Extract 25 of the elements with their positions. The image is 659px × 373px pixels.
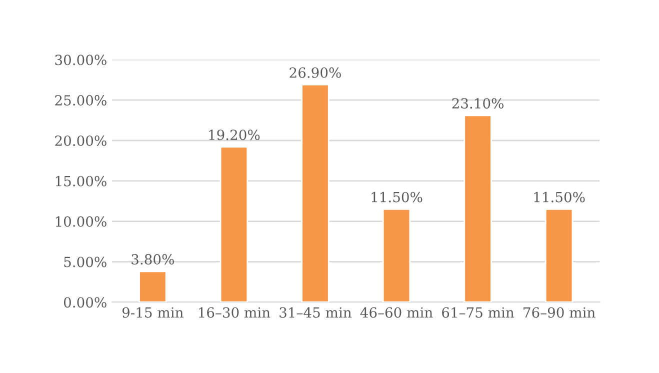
bar [464,114,492,302]
y-tick-label: 10.00% [56,216,106,227]
data-label: 3.80% [132,254,174,265]
x-tick-label: 31–45 min [280,307,352,318]
data-label: 19.20% [209,130,260,140]
y-tick-label: 0.00% [64,297,106,308]
x-tick-label: 9-15 min [122,307,184,318]
y-tick-label: 15.00% [56,176,106,186]
y-tick-label: 20.00% [55,135,106,146]
x-tick-label: 46–60 min [360,307,433,318]
data-label: 23.10% [452,98,504,109]
data-label: 11.50% [534,192,585,202]
y-tick-label: 5.00% [64,256,106,268]
y-tick-label: 30.00% [55,54,106,66]
x-tick-label: 76–90 min [524,307,596,318]
data-label: 11.50% [372,192,422,202]
bar [301,84,330,302]
data-label: 26.90% [290,67,341,78]
bar [138,270,167,302]
bar [220,146,248,302]
bar [544,208,574,302]
y-tick-label: 25.00% [55,95,106,106]
x-tick-label: 16–30 min [199,307,270,318]
bar [382,208,411,302]
x-tick-label: 61–75 min [442,307,514,318]
